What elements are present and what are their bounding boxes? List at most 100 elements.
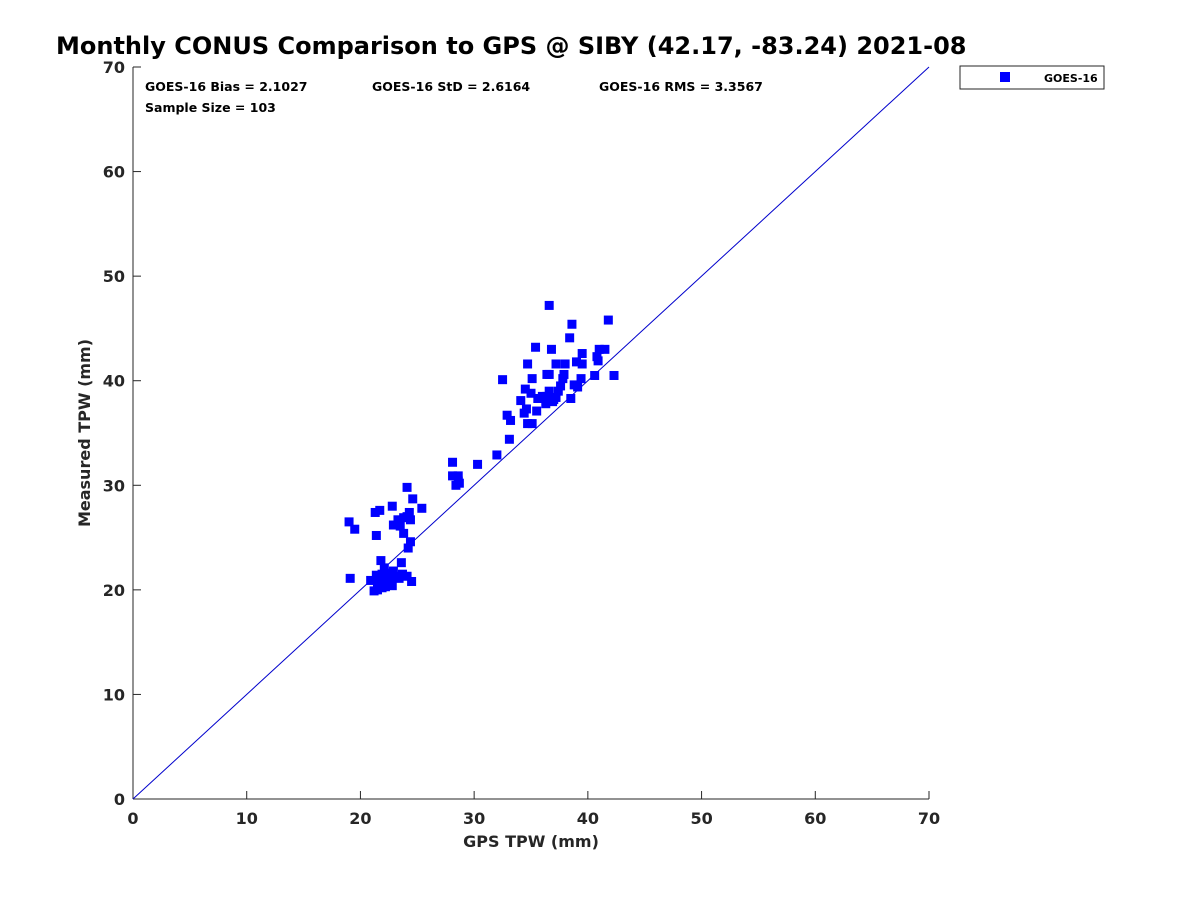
data-point xyxy=(571,357,581,367)
std-stat: GOES-16 StD = 2.6164 xyxy=(372,79,530,94)
x-ticks: 0 10 20 30 40 50 60 70 xyxy=(127,791,940,828)
data-point xyxy=(544,386,554,396)
data-point xyxy=(548,397,558,407)
data-point xyxy=(387,501,397,511)
data-point xyxy=(366,575,376,585)
data-point xyxy=(527,419,537,429)
data-point xyxy=(533,393,543,403)
data-point xyxy=(403,543,413,553)
legend-marker-goes16 xyxy=(1000,72,1010,82)
data-point xyxy=(393,515,403,525)
data-point xyxy=(395,521,405,531)
data-point xyxy=(532,406,542,416)
data-point xyxy=(405,515,415,525)
data-point xyxy=(498,375,508,385)
rms-stat: GOES-16 RMS = 3.3567 xyxy=(599,79,763,94)
x-axis-label: GPS TPW (mm) xyxy=(463,832,599,851)
data-point xyxy=(516,396,526,406)
data-point xyxy=(569,380,579,390)
sample-size-stat: Sample Size = 103 xyxy=(145,100,276,115)
data-point xyxy=(541,399,551,409)
data-point xyxy=(371,530,381,540)
data-point xyxy=(576,374,586,384)
data-point xyxy=(417,503,427,513)
y-tick-label: 70 xyxy=(103,58,125,77)
data-point xyxy=(502,410,512,420)
legend-box xyxy=(959,65,1105,90)
data-point xyxy=(377,583,387,593)
data-point xyxy=(527,374,537,384)
data-point xyxy=(408,494,418,504)
x-tick-label: 30 xyxy=(463,809,485,828)
x-tick-label: 50 xyxy=(690,809,712,828)
data-point xyxy=(544,300,554,310)
data-point xyxy=(372,579,382,589)
data-point xyxy=(371,570,381,580)
data-point xyxy=(388,520,398,530)
data-point xyxy=(492,450,502,460)
data-point xyxy=(523,359,533,369)
data-point xyxy=(402,571,412,581)
data-point xyxy=(560,359,570,369)
legend: GOES-16 xyxy=(959,65,1105,90)
y-axis-label: Measured TPW (mm) xyxy=(75,339,94,527)
data-point xyxy=(407,576,417,586)
data-point xyxy=(526,388,536,398)
data-point xyxy=(344,517,354,527)
data-point xyxy=(451,480,461,490)
x-tick-label: 20 xyxy=(349,809,371,828)
data-point xyxy=(379,563,389,573)
bias-stat: GOES-16 Bias = 2.1027 xyxy=(145,79,307,94)
data-point xyxy=(519,408,529,418)
data-points xyxy=(344,300,619,596)
data-point xyxy=(577,349,587,359)
y-tick-label: 40 xyxy=(103,372,125,391)
data-point xyxy=(520,384,530,394)
data-point xyxy=(504,434,514,444)
data-point xyxy=(386,572,396,582)
data-point xyxy=(345,573,355,583)
data-point xyxy=(593,356,603,366)
x-tick-label: 40 xyxy=(577,809,599,828)
y-tick-label: 20 xyxy=(103,581,125,600)
y-tick-label: 30 xyxy=(103,476,125,495)
data-point xyxy=(546,344,556,354)
data-point xyxy=(370,507,380,517)
data-point xyxy=(376,556,386,566)
data-point xyxy=(577,359,587,369)
data-point xyxy=(448,471,458,481)
data-point xyxy=(542,369,552,379)
data-point xyxy=(453,471,463,481)
data-point xyxy=(377,569,387,579)
data-point xyxy=(590,370,600,380)
data-point xyxy=(448,457,458,467)
data-point xyxy=(553,386,563,396)
one-to-one-line xyxy=(132,66,930,800)
data-point xyxy=(531,342,541,352)
data-point xyxy=(384,580,394,590)
data-point xyxy=(603,315,613,325)
data-point xyxy=(506,415,516,425)
y-tick-label: 0 xyxy=(114,790,125,809)
data-point xyxy=(394,573,404,583)
data-point xyxy=(542,391,552,401)
x-tick-label: 70 xyxy=(918,809,940,828)
data-point xyxy=(396,558,406,568)
data-point xyxy=(405,537,415,547)
y-ticks: 0 10 20 30 40 50 60 70 xyxy=(103,58,141,809)
data-point xyxy=(388,566,398,576)
x-tick-label: 0 xyxy=(127,809,138,828)
data-point xyxy=(558,374,568,384)
chart-title: Monthly CONUS Comparison to GPS @ SIBY (… xyxy=(56,32,966,60)
data-point xyxy=(600,344,610,354)
data-point xyxy=(565,333,575,343)
data-point xyxy=(375,505,385,515)
data-point xyxy=(594,344,604,354)
data-point xyxy=(473,459,483,469)
data-point xyxy=(402,482,412,492)
data-point xyxy=(537,391,547,401)
y-tick-label: 60 xyxy=(103,163,125,182)
data-point xyxy=(350,524,360,534)
data-point xyxy=(566,393,576,403)
